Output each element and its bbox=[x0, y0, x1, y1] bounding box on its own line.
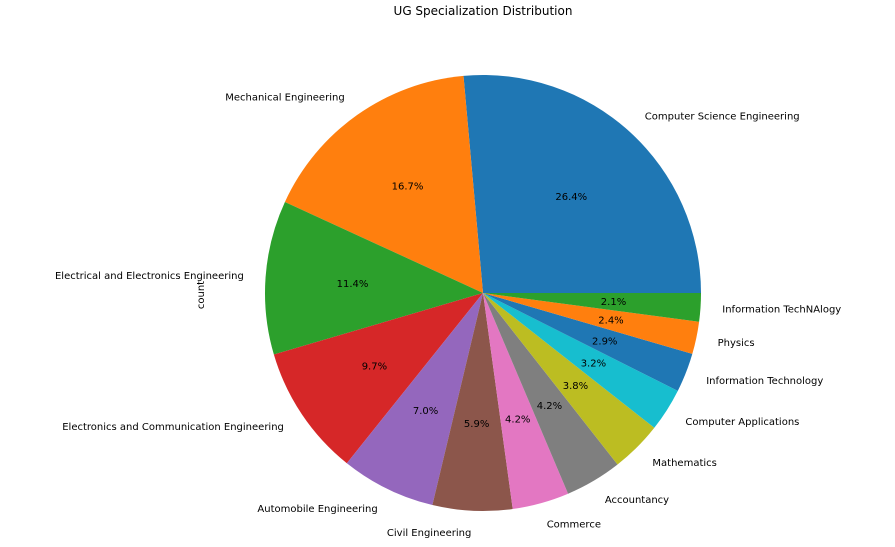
pie-slice-2 bbox=[264, 201, 483, 355]
pie-pct-label-12: 2.1% bbox=[601, 297, 626, 308]
pie-slice-0 bbox=[463, 74, 701, 294]
pie-slice-3 bbox=[273, 293, 483, 464]
pie-category-label-0: Computer Science Engineering bbox=[645, 112, 800, 123]
pie-slice-9 bbox=[483, 293, 678, 428]
pie-slice-6 bbox=[483, 293, 569, 509]
pie-category-label-4: Automobile Engineering bbox=[257, 504, 377, 515]
pie-pct-label-1: 16.7% bbox=[392, 182, 424, 193]
pie-category-label-11: Physics bbox=[718, 338, 755, 349]
pie-pct-label-4: 7.0% bbox=[413, 406, 438, 417]
pie-pct-label-7: 4.2% bbox=[537, 401, 562, 412]
pie-category-label-5: Civil Engineering bbox=[387, 528, 471, 539]
y-axis-label: count bbox=[196, 281, 207, 309]
pie-category-label-2: Electrical and Electronics Engineering bbox=[55, 271, 244, 282]
pie-category-label-12: Information TechNAlogy bbox=[722, 304, 841, 315]
pie-slice-1 bbox=[284, 75, 483, 293]
pie-slices bbox=[264, 74, 701, 511]
pie-pct-label-10: 2.9% bbox=[592, 336, 617, 347]
pie-slice-11 bbox=[483, 293, 700, 354]
pie-category-label-9: Computer Applications bbox=[685, 417, 799, 428]
pie-pct-label-11: 2.4% bbox=[598, 315, 623, 326]
pie-category-label-1: Mechanical Engineering bbox=[225, 93, 344, 104]
pie-category-label-3: Electronics and Communication Engineerin… bbox=[62, 422, 284, 433]
pie-pct-label-3: 9.7% bbox=[362, 361, 387, 372]
pie-slice-4 bbox=[346, 293, 483, 506]
pie-category-label-6: Commerce bbox=[547, 520, 601, 531]
chart-title: UG Specialization Distribution bbox=[394, 4, 573, 18]
pie-slice-7 bbox=[483, 293, 618, 494]
pie-slice-12 bbox=[483, 293, 701, 322]
pie-pct-label-9: 3.2% bbox=[581, 359, 606, 370]
pie-pct-label-2: 11.4% bbox=[337, 279, 369, 290]
pie-pct-label-5: 5.9% bbox=[464, 419, 489, 430]
pie-slice-5 bbox=[432, 293, 513, 511]
pie-pct-label-8: 3.8% bbox=[563, 381, 588, 392]
pie-pct-label-0: 26.4% bbox=[555, 192, 587, 203]
pie-pct-label-6: 4.2% bbox=[505, 415, 530, 426]
pie-slice-10 bbox=[483, 293, 693, 391]
pie-category-label-10: Information Technology bbox=[706, 376, 823, 387]
pie-labels: 26.4% Computer Science Engineering 16.7% Me… bbox=[55, 93, 841, 539]
pie-slice-8 bbox=[483, 293, 655, 465]
pie-category-label-8: Mathematics bbox=[652, 458, 716, 469]
pie-category-label-7: Accountancy bbox=[605, 495, 669, 506]
